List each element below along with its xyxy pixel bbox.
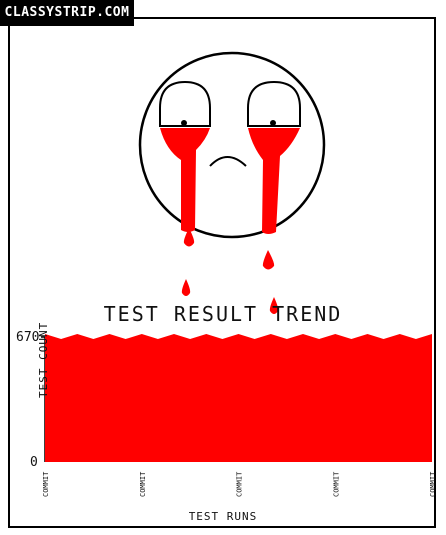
x-axis-label: TEST RUNS: [188, 510, 258, 523]
x-tick-label: COMMIT: [139, 471, 147, 497]
y-tick-label-max: 670: [16, 330, 40, 345]
y-tick-label-min: 0: [30, 455, 38, 470]
area-fill: [45, 334, 432, 462]
x-tick-labels: COMMIT COMMIT COMMIT COMMIT COMMIT: [42, 471, 437, 497]
crying-face-icon: [138, 51, 326, 314]
y-axis-label: TEST COUNT: [37, 321, 50, 398]
x-tick-label: COMMIT: [42, 471, 50, 497]
chart-title: TEST RESULT TREND: [103, 302, 343, 326]
x-tick-label: COMMIT: [332, 471, 340, 497]
x-tick-label: COMMIT: [429, 471, 437, 497]
x-tick-label: COMMIT: [236, 471, 244, 497]
site-badge: CLASSYSTRIP.COM: [0, 0, 134, 26]
area-series: [45, 334, 432, 462]
